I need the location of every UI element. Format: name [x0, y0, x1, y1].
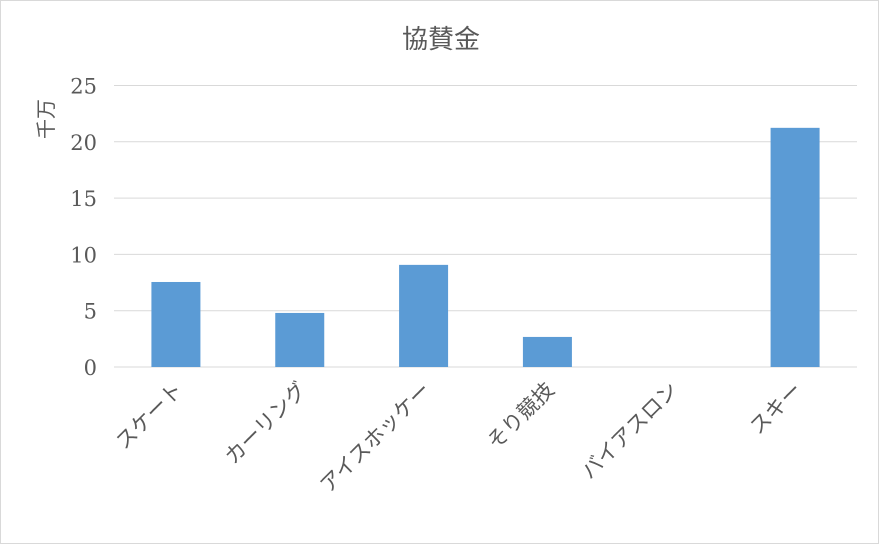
- chart-title: 協賛金: [402, 25, 480, 55]
- y-axis-label: 千万: [34, 99, 58, 139]
- y-tick-label: 25: [70, 75, 97, 99]
- bar: [275, 312, 325, 367]
- x-tick-label: スケート: [111, 378, 187, 454]
- y-tick-label: 5: [84, 300, 97, 324]
- x-tick-label: カーリング: [220, 378, 311, 469]
- x-tick-label: スキー: [745, 378, 807, 440]
- x-tick-label: バイアスロン: [577, 378, 683, 484]
- y-tick-label: 15: [70, 187, 97, 211]
- y-tick-label: 20: [70, 131, 97, 155]
- bar: [522, 336, 572, 367]
- bar: [399, 264, 449, 367]
- bar: [770, 127, 820, 367]
- bar: [151, 281, 201, 367]
- y-tick-label: 0: [84, 356, 97, 380]
- y-tick-label: 10: [70, 243, 97, 267]
- x-tick-label: アイスホッケー: [315, 378, 435, 498]
- x-tick-label: そり競技: [483, 378, 559, 454]
